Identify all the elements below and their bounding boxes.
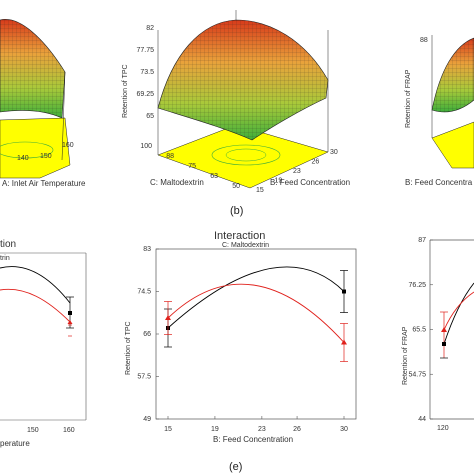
y-tick-label: 83 xyxy=(143,246,151,253)
data-point xyxy=(68,311,72,315)
chart-subtitle: trin xyxy=(0,255,10,262)
y-tick-label: 30 xyxy=(330,149,338,156)
y-tick-label: 76.25 xyxy=(408,282,426,289)
bottom-right-interaction-plot: 44 54.75 65.5 76.25 87 Retention of FRAP 120 xyxy=(402,237,474,432)
bottom-middle-interaction-plot: Interaction C: Maltodextrin 49 57.5 66 74.5… xyxy=(125,230,357,444)
y-tick-label: 23 xyxy=(293,168,301,175)
z-tick-label: 77.75 xyxy=(136,47,154,54)
data-point xyxy=(67,320,73,324)
z-axis-label: Retention of FRAP xyxy=(405,69,412,128)
series-line-black xyxy=(167,266,345,329)
x-tick-label: 15 xyxy=(164,426,172,433)
z-tick-label: 82 xyxy=(146,25,154,32)
x-tick-labels: 100 88 75 63 50 xyxy=(140,143,240,190)
x-tick-label: 23 xyxy=(258,426,266,433)
caption-b: (b) xyxy=(230,205,243,217)
data-point xyxy=(341,339,347,345)
x-axis-label: B: Feed Concentration xyxy=(213,435,293,444)
x-axis-label: A: Inlet Air Temperature xyxy=(2,179,86,188)
tick-label: 140 xyxy=(17,155,29,162)
surface-floor xyxy=(0,117,71,179)
y-tick-label: 26 xyxy=(312,159,320,166)
y-tick-label: 87 xyxy=(418,237,426,244)
series-line-red xyxy=(167,283,345,343)
z-tick-label: 69.25 xyxy=(136,91,154,98)
y-axis-label: B: Feed Concentration xyxy=(270,178,350,187)
z-tick-label: 88 xyxy=(420,37,428,44)
top-right-surface-plot: 88 Retention of FRAP B: Feed Concentra xyxy=(405,35,474,187)
x-tick-label: 88 xyxy=(166,153,174,160)
x-axis-label: C: Maltodextrin xyxy=(150,178,204,187)
y-tick-label: 54.75 xyxy=(408,371,426,378)
z-tick-label: 65 xyxy=(146,113,154,120)
y-tick-label: 65.5 xyxy=(412,327,426,334)
caption-e: (e) xyxy=(229,461,242,473)
x-tick-label: 19 xyxy=(211,426,219,433)
y-tick-label: 57.5 xyxy=(137,374,151,381)
chart-title: Interaction xyxy=(214,230,265,242)
x-tick-label: 26 xyxy=(293,426,301,433)
y-tick-label: 49 xyxy=(143,416,151,423)
data-point xyxy=(441,327,447,332)
x-tick-label: 50 xyxy=(232,183,240,190)
y-tick-labels: 49 57.5 66 74.5 83 xyxy=(137,246,159,423)
tick-label: 160 xyxy=(62,142,74,149)
y-axis-label: Retention of TPC xyxy=(125,321,132,375)
surface-floor xyxy=(431,121,474,169)
y-tick-label: 19 xyxy=(275,178,283,185)
x-tick-labels: 15 19 23 26 30 xyxy=(164,416,348,433)
x-tick-label: 75 xyxy=(188,163,196,170)
plot-frame xyxy=(155,248,357,420)
tick-label: 150 xyxy=(27,427,39,434)
x-axis-label: perature xyxy=(0,439,30,448)
z-tick-label: 73.5 xyxy=(140,69,154,76)
top-left-surface-plot: 140 150 160 A: Inlet Air Temperature xyxy=(0,19,86,188)
z-tick-labels: 65 69.25 73.5 77.75 82 xyxy=(136,25,154,120)
y-tick-labels: 44 54.75 65.5 76.25 87 xyxy=(408,237,433,423)
y-axis-label: Retention of FRAP xyxy=(402,326,409,385)
x-tick-label: 30 xyxy=(340,426,348,433)
y-tick-label: 74.5 xyxy=(137,289,151,296)
y-tick-labels: 15 19 23 26 30 xyxy=(256,149,338,194)
data-point xyxy=(342,289,346,294)
x-tick-label: 100 xyxy=(140,143,152,150)
tick-label: 120 xyxy=(437,425,449,432)
data-point xyxy=(165,315,171,320)
y-tick-label: 15 xyxy=(256,187,264,194)
chart-subtitle: C: Maltodextrin xyxy=(222,242,269,249)
x-tick-label: 63 xyxy=(210,173,218,180)
tick-label: 150 xyxy=(40,153,52,160)
tick-label: 160 xyxy=(63,427,75,434)
y-axis-label: B: Feed Concentra xyxy=(405,178,473,187)
series-layer xyxy=(164,266,348,362)
y-tick-label: 66 xyxy=(143,331,151,338)
z-axis-label: Retention of TPC xyxy=(122,64,129,118)
chart-title: tion xyxy=(0,239,16,250)
y-tick-label: 44 xyxy=(418,416,426,423)
bottom-left-interaction-plot: tion trin 150 160 perature xyxy=(0,239,87,448)
data-point xyxy=(442,342,446,346)
top-middle-surface-plot: 65 69.25 73.5 77.75 82 Retention of TPC 100 8… xyxy=(122,10,350,194)
